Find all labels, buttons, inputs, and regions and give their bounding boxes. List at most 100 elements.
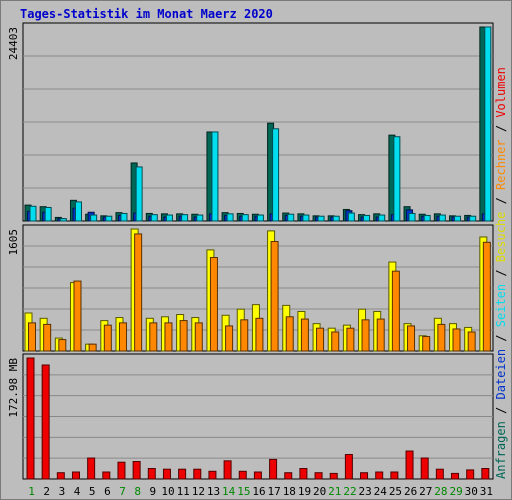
bar-volumen-day-27	[420, 457, 429, 480]
bar-seiten-day-15	[241, 214, 249, 222]
bar-volumen-day-30	[466, 469, 475, 480]
bar-rechner-day-12	[194, 322, 203, 352]
bar-seiten-day-8	[135, 166, 143, 222]
bar-rechner-day-19	[300, 318, 309, 352]
bar-seiten-day-11	[181, 214, 189, 222]
x-tick-label: 30	[465, 485, 478, 498]
legend- /: /	[494, 327, 508, 349]
bar-rechner-day-10	[164, 322, 173, 352]
bar-seiten-day-19	[302, 214, 310, 222]
bar-seiten-day-16	[256, 214, 264, 222]
x-tick-label: 14	[222, 485, 236, 498]
x-tick-label: 9	[150, 485, 157, 498]
bar-rechner-day-28	[437, 323, 446, 352]
bar-rechner-day-14	[225, 325, 234, 352]
bar-seiten-day-9	[150, 214, 158, 222]
bar-rechner-day-13	[209, 257, 218, 352]
bar-seiten-day-24	[378, 214, 386, 222]
y-max-label: 24403	[7, 27, 20, 60]
bar-volumen-day-24	[375, 471, 384, 480]
bar-volumen-day-10	[162, 468, 171, 480]
bar-volumen-day-14	[223, 460, 232, 480]
bar-seiten-day-12	[196, 214, 204, 222]
x-tick-label: 12	[192, 485, 205, 498]
bar-volumen-day-18	[284, 472, 293, 480]
x-tick-label: 19	[298, 485, 311, 498]
bar-volumen-day-3	[56, 472, 65, 480]
x-tick-label: 8	[134, 485, 141, 498]
bar-seiten-day-22	[347, 212, 355, 222]
bar-volumen-day-5	[87, 457, 96, 480]
bar-rechner-day-25	[391, 270, 400, 352]
x-tick-label: 15	[237, 485, 250, 498]
legend- /: /	[494, 400, 508, 422]
bar-volumen-day-31	[481, 468, 490, 480]
bar-seiten-day-13	[211, 131, 219, 222]
bar-rechner-day-30	[467, 331, 476, 352]
bar-seiten-day-17	[272, 128, 280, 222]
bar-volumen-day-9	[147, 468, 156, 480]
bar-seiten-day-30	[469, 215, 477, 222]
bar-rechner-day-11	[179, 320, 188, 352]
bar-volumen-day-21	[329, 472, 338, 480]
x-tick-label: 7	[119, 485, 126, 498]
legend- /: /	[494, 190, 508, 212]
legend-volumen: Volumen	[494, 67, 508, 118]
bar-rechner-day-16	[255, 317, 264, 352]
y-max-label: 1605	[7, 229, 20, 256]
legend-dateien: Dateien	[494, 349, 508, 400]
bar-rechner-day-2	[43, 323, 52, 352]
bar-rechner-day-5	[88, 343, 97, 352]
x-tick-label: 3	[59, 485, 66, 498]
bar-volumen-day-29	[451, 472, 460, 480]
bar-rechner-day-22	[346, 327, 355, 352]
x-tick-label: 31	[480, 485, 493, 498]
legend-text: Anfragen / Dateien / Seiten / Besuche / …	[494, 67, 508, 479]
bar-volumen-day-22	[344, 454, 353, 480]
bar-volumen-day-23	[360, 472, 369, 480]
bar-seiten-day-4	[74, 201, 82, 222]
bar-seiten-day-7	[120, 212, 128, 222]
bar-seiten-day-3	[59, 218, 67, 222]
bar-volumen-day-19	[299, 468, 308, 480]
bar-rechner-day-20	[316, 327, 325, 352]
bar-seiten-day-26	[408, 212, 416, 222]
bar-seiten-day-10	[165, 214, 173, 222]
x-tick-label: 13	[207, 485, 220, 498]
bar-rechner-day-15	[240, 319, 249, 352]
bar-volumen-day-13	[208, 470, 217, 480]
bar-rechner-day-9	[149, 322, 158, 352]
bar-volumen-day-28	[435, 468, 444, 480]
bar-volumen-day-6	[102, 471, 111, 480]
bar-rechner-day-18	[285, 316, 294, 352]
x-tick-label: 17	[268, 485, 281, 498]
bar-seiten-day-23	[363, 214, 371, 222]
legend-anfragen: Anfragen	[494, 421, 508, 479]
bar-volumen-day-1	[26, 357, 35, 480]
bar-seiten-day-1	[29, 205, 37, 222]
bar-rechner-day-23	[361, 319, 370, 352]
bar-volumen-day-25	[390, 471, 399, 480]
bar-volumen-day-7	[117, 461, 126, 480]
bar-volumen-day-11	[178, 468, 187, 480]
x-tick-label: 23	[359, 485, 372, 498]
bar-rechner-day-31	[482, 241, 491, 352]
bar-seiten-day-28	[438, 214, 446, 222]
bar-volumen-day-26	[405, 450, 414, 480]
bar-volumen-day-4	[71, 471, 80, 480]
x-tick-label: 26	[404, 485, 417, 498]
bar-seiten-day-29	[454, 215, 462, 222]
x-tick-label: 27	[419, 485, 432, 498]
x-tick-label: 24	[374, 485, 388, 498]
x-tick-label: 6	[104, 485, 111, 498]
bar-rechner-day-6	[103, 324, 112, 352]
bar-rechner-day-7	[118, 322, 127, 352]
bar-rechner-day-17	[270, 241, 279, 352]
x-tick-label: 16	[252, 485, 265, 498]
legend- /: /	[494, 262, 508, 284]
bar-volumen-day-20	[314, 472, 323, 480]
x-tick-label: 1	[28, 485, 35, 498]
page-title: Tages-Statistik im Monat Maerz 2020	[20, 7, 273, 21]
y-max-label: 172.98 MB	[7, 358, 20, 418]
